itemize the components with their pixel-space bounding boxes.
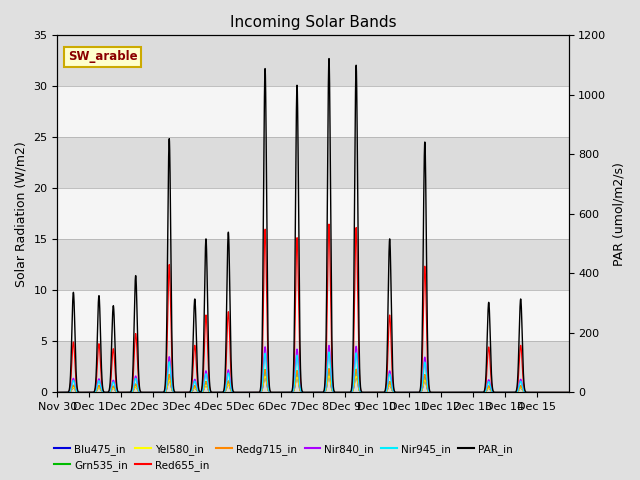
Y-axis label: PAR (umol/m2/s): PAR (umol/m2/s) bbox=[612, 162, 625, 266]
Bar bbox=[58, 137, 568, 188]
Y-axis label: Solar Radiation (W/m2): Solar Radiation (W/m2) bbox=[15, 141, 28, 287]
Bar bbox=[58, 188, 568, 240]
Legend: Blu475_in, Grn535_in, Yel580_in, Red655_in, Redg715_in, Nir840_in, Nir945_in, PA: Blu475_in, Grn535_in, Yel580_in, Red655_… bbox=[50, 439, 517, 475]
Bar bbox=[58, 240, 568, 290]
Bar bbox=[58, 290, 568, 341]
Bar bbox=[58, 341, 568, 393]
Bar bbox=[58, 36, 568, 86]
Title: Incoming Solar Bands: Incoming Solar Bands bbox=[230, 15, 396, 30]
Bar bbox=[58, 86, 568, 137]
Text: SW_arable: SW_arable bbox=[68, 50, 137, 63]
